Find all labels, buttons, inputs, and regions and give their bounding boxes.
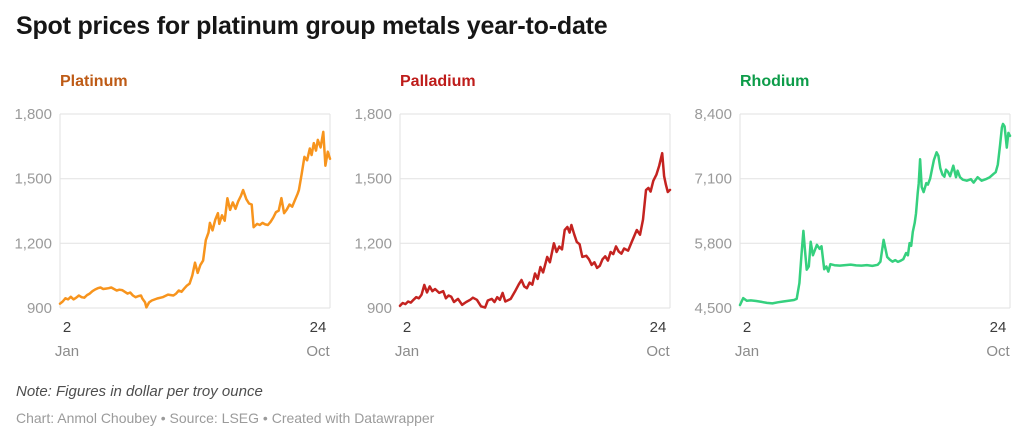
- x-tick-month-start: Jan: [395, 343, 419, 360]
- y-axis-label: 8,400: [694, 106, 732, 123]
- y-axis-label: 1,200: [14, 235, 52, 252]
- y-axis-label: 900: [367, 300, 392, 317]
- page-title: Spot prices for platinum group metals ye…: [16, 12, 608, 40]
- panel-palladium: Palladium 1,800 1,500 1,200 900 2 Jan 24 Oct: [340, 72, 680, 362]
- x-tick-month-end: Oct: [646, 343, 670, 360]
- y-axis-label: 1,200: [354, 235, 392, 252]
- chart-title-palladium: Palladium: [400, 73, 476, 90]
- x-tick-day-end: 24: [990, 319, 1007, 336]
- chart-title-platinum: Platinum: [60, 73, 128, 90]
- note-text: Note: Figures in dollar per troy ounce: [16, 383, 263, 400]
- y-axis-label: 5,800: [694, 235, 732, 252]
- y-axis-label: 7,100: [694, 171, 732, 188]
- x-tick-month-start: Jan: [735, 343, 759, 360]
- x-tick-day-start: 2: [63, 319, 71, 336]
- panel-rhodium: Rhodium 8,400 7,100 5,800 4,500 2 Jan 24 Oct: [680, 72, 1020, 362]
- y-axis-label: 4,500: [694, 300, 732, 317]
- byline-text: Chart: Anmol Choubey • Source: LSEG • Cr…: [16, 410, 435, 426]
- y-axis-label: 1,800: [354, 106, 392, 123]
- y-axis-label: 1,500: [14, 171, 52, 188]
- x-tick-month-start: Jan: [55, 343, 79, 360]
- x-tick-day-start: 2: [743, 319, 751, 336]
- x-tick-day-start: 2: [403, 319, 411, 336]
- x-tick-day-end: 24: [310, 319, 327, 336]
- platinum-line-chart: 1,800 1,500 1,200 900 2 Jan 24 Oct: [14, 106, 332, 360]
- palladium-line-chart: 1,800 1,500 1,200 900 2 Jan 24 Oct: [354, 106, 672, 360]
- rhodium-line-chart: 8,400 7,100 5,800 4,500 2 Jan 24 Oct: [694, 106, 1012, 360]
- chart-title-rhodium: Rhodium: [740, 73, 810, 90]
- price-line: [398, 151, 672, 309]
- y-axis-label: 1,500: [354, 171, 392, 188]
- y-axis-label: 900: [27, 300, 52, 317]
- price-line: [738, 122, 1012, 307]
- x-tick-day-end: 24: [650, 319, 667, 336]
- x-tick-month-end: Oct: [986, 343, 1010, 360]
- panel-platinum: Platinum 1,800 1,500 1,200 900 2 Jan 24 Oct: [0, 72, 340, 362]
- x-tick-month-end: Oct: [306, 343, 330, 360]
- price-line: [58, 130, 332, 309]
- y-axis-label: 1,800: [14, 106, 52, 123]
